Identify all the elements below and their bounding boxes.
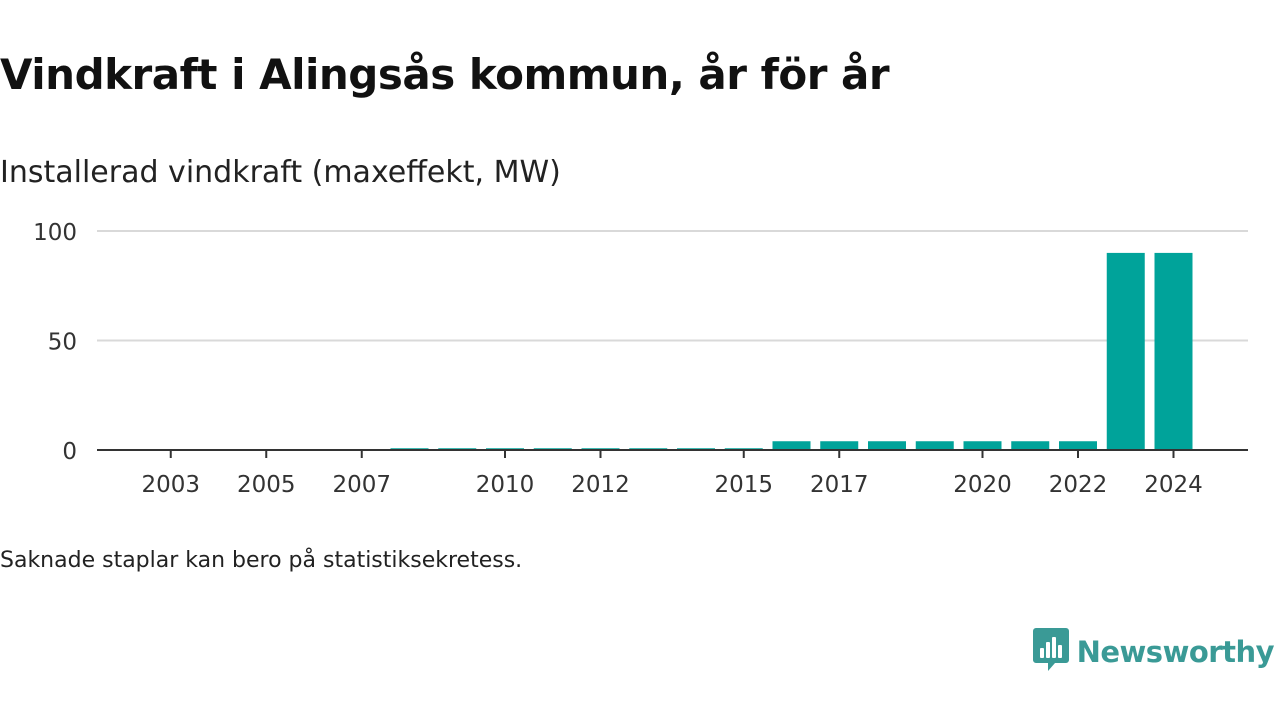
x-tick-label: 2012: [571, 472, 630, 498]
bar: [1106, 252, 1145, 450]
bar: [1011, 441, 1050, 450]
y-tick-label: 0: [62, 439, 77, 465]
x-tick-label: 2010: [476, 472, 535, 498]
x-tick-label: 2022: [1049, 472, 1108, 498]
brand-name: Newsworthy: [1076, 635, 1275, 669]
x-axis-ticks: 2003 2005 2007 2010 2012 2015 2017 2020 2022 2024: [141, 450, 1203, 498]
bar: [915, 441, 954, 450]
grid-lines: [97, 230, 1248, 342]
bar: [868, 441, 906, 450]
y-tick-label: 100: [33, 220, 77, 246]
page-title: Vindkraft i Alingsås kommun, år för år: [0, 50, 890, 99]
chart-subtitle: Installerad vindkraft (maxeffekt, MW): [0, 155, 561, 190]
bar: [820, 441, 859, 450]
bar: [1154, 252, 1193, 450]
x-tick-label: 2007: [332, 472, 391, 498]
bars: [390, 252, 1193, 450]
newsworthy-logo-icon: [1032, 628, 1069, 676]
x-tick-label: 2017: [810, 472, 869, 498]
brand-logo: Newsworthy: [1032, 628, 1275, 676]
x-tick-label: 2024: [1144, 472, 1203, 498]
bar: [1059, 441, 1097, 450]
y-tick-label: 50: [48, 330, 77, 356]
x-tick-label: 2003: [141, 472, 200, 498]
x-tick-label: 2005: [237, 472, 296, 498]
y-axis-ticks: 0 50 100: [33, 220, 77, 465]
bar: [772, 441, 811, 450]
footnote: Saknade staplar kan bero på statistiksek…: [0, 548, 523, 573]
x-tick-label: 2015: [714, 472, 773, 498]
x-tick-label: 2020: [953, 472, 1012, 498]
bar: [963, 441, 1002, 450]
